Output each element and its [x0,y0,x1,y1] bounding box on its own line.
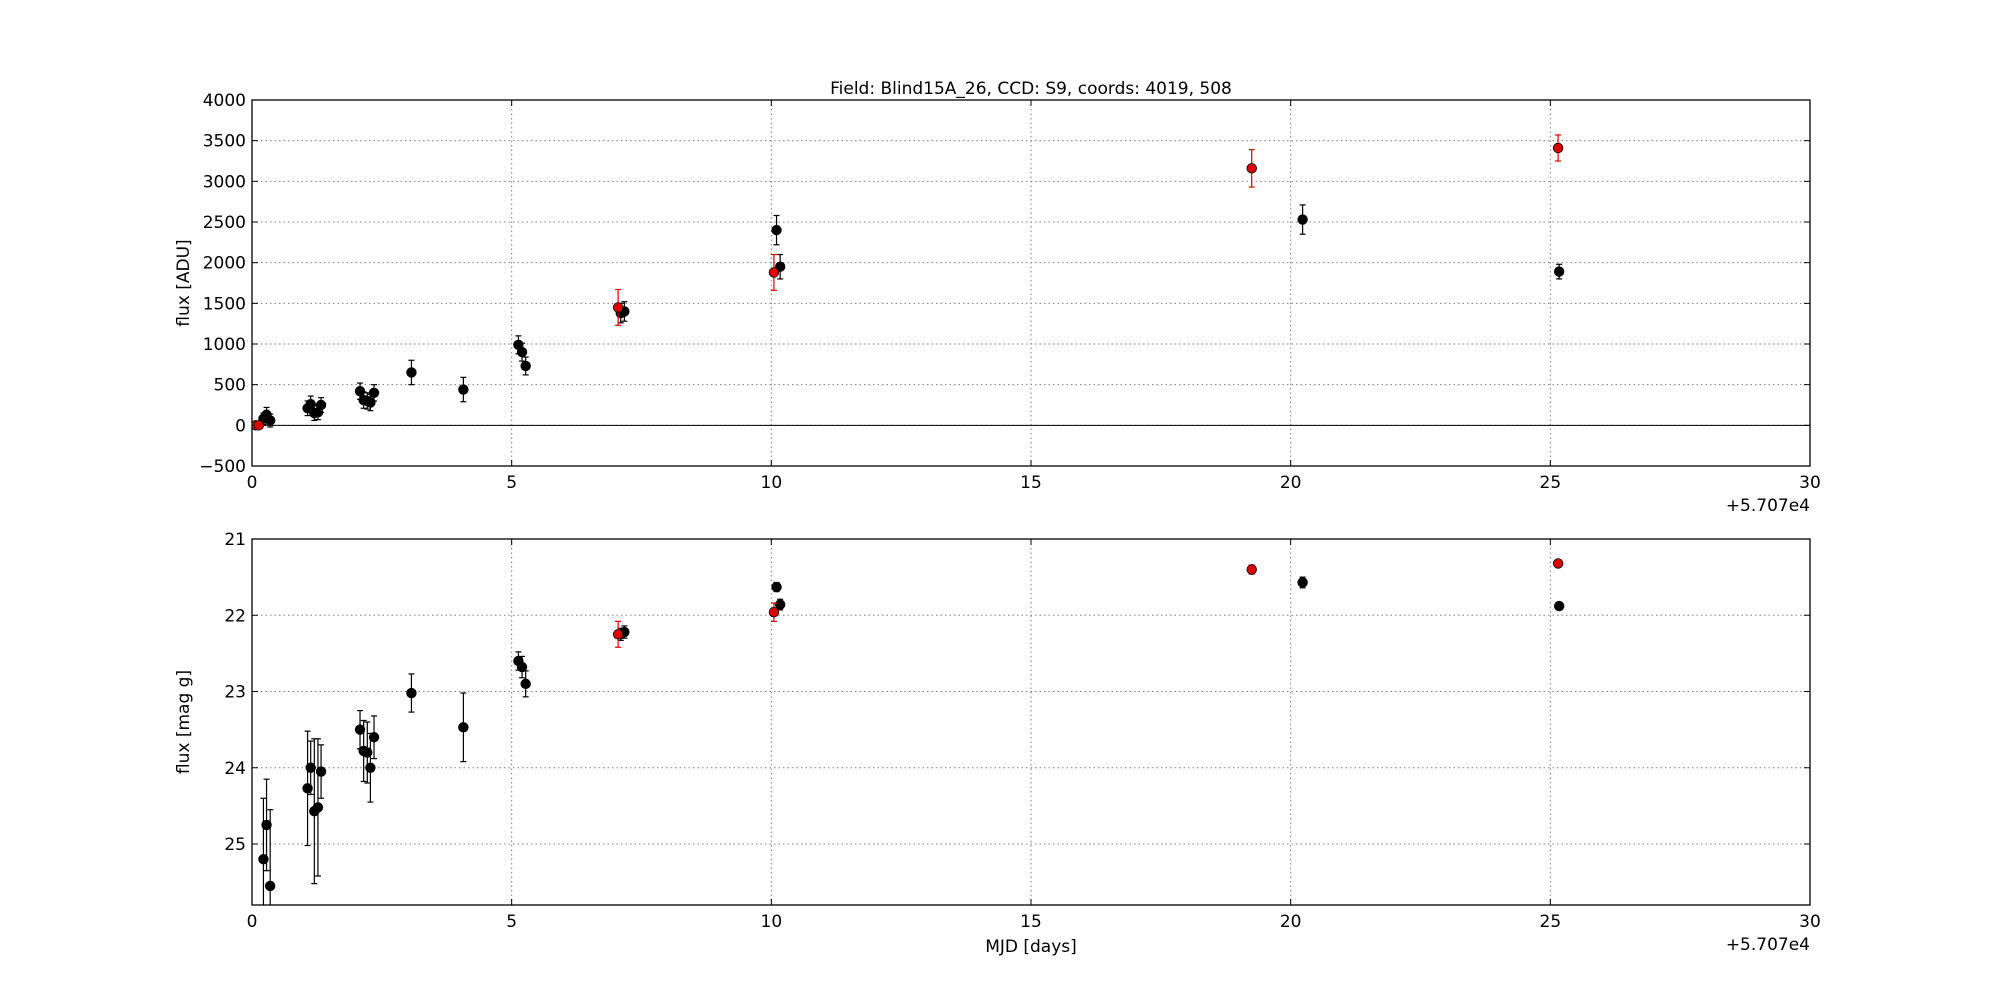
y-tick-label: 25 [224,835,246,855]
y-tick-label: −500 [199,457,246,477]
x-tick-label: 25 [1540,912,1562,932]
black-data-point [302,783,313,794]
black-data-point [315,399,327,411]
black-data-point [458,384,469,395]
x-tick-label: 20 [1280,473,1302,493]
y-tick-label: 23 [224,683,246,703]
x-tick-label: 10 [761,912,783,932]
x-tick-label: 20 [1280,912,1302,932]
x-tick-label: 5 [506,912,517,932]
y-tick-label: 3000 [203,172,246,192]
black-data-point [771,581,782,593]
x-tick-label: 30 [1799,473,1821,493]
x-axis-label: MJD [days] [985,937,1077,957]
flux-mag-panel: 0 5 10 15 20 25 30 21 22 23 24 25 +5.707e4 flux [mag … [174,530,1821,957]
x-tick-label: 10 [761,473,783,493]
data-points-group [252,134,1565,431]
black-data-point [264,415,276,426]
red-data-point [612,629,624,640]
black-data-point [1297,577,1308,588]
y-axis-label: flux [mag g] [174,670,194,774]
black-data-point [264,880,276,892]
black-data-point [354,385,366,397]
y-tick-label: 4000 [203,91,246,111]
red-data-point [1552,558,1564,569]
black-data-point [368,387,380,399]
y-tick-label: 21 [224,530,246,550]
y-tick-label: 500 [214,376,246,396]
y-tick-label: 2500 [203,213,246,233]
black-data-point [1553,600,1565,612]
red-data-point [768,607,780,618]
black-data-point [261,819,272,831]
x-tick-label: 0 [247,473,258,493]
black-data-point [1553,266,1565,277]
black-data-point [774,599,786,610]
axes-frame [251,99,1811,467]
y-tick-label: 3500 [203,132,246,152]
black-data-point [354,724,366,735]
y-tick-label: 1500 [203,294,246,314]
black-data-point [520,360,531,372]
x-tick-label: 5 [506,473,517,493]
y-tick-label: 24 [224,759,246,779]
red-data-point [768,267,780,278]
black-data-point [365,397,376,408]
red-data-point [253,420,264,431]
black-data-point [305,398,316,410]
black-data-point [365,762,376,773]
x-tick-label: 30 [1799,912,1821,932]
y-tick-label: 2000 [203,254,246,274]
red-data-point [1246,163,1257,174]
black-data-point [771,224,782,236]
x-tick-label: 15 [1020,473,1042,493]
black-data-point [305,762,316,773]
black-data-point [516,346,528,358]
black-data-point [258,854,269,865]
black-data-point [312,802,324,813]
black-data-point [362,747,373,758]
black-data-point [406,687,417,699]
x-tick-label: 15 [1020,912,1042,932]
black-data-point [520,678,531,690]
y-tick-label: 22 [224,606,246,626]
flux-adu-panel: 0 5 10 15 20 25 30 4000 3500 3000 2500 2000 1500 1000… [174,91,1821,516]
red-data-point [612,302,624,313]
data-points-group [258,558,1565,905]
figure-title: Field: Blind15A_26, CCD: S9, coords: 401… [830,79,1232,99]
red-data-point [1552,142,1564,154]
x-offset-label: +5.707e4 [1726,935,1810,955]
black-data-point [458,722,469,733]
black-data-point [406,367,417,378]
x-offset-label: +5.707e4 [1726,496,1810,516]
red-data-point [1246,564,1257,575]
y-tick-label: 1000 [203,335,246,355]
x-tick-label: 25 [1540,473,1562,493]
y-tick-label: 0 [235,416,246,436]
black-data-point [315,766,327,777]
black-data-point [368,732,380,743]
black-data-point [516,661,528,673]
axes-frame [251,538,1811,906]
black-data-point [1297,214,1308,225]
x-tick-label: 0 [247,912,258,932]
y-axis-label: flux [ADU] [174,239,194,326]
